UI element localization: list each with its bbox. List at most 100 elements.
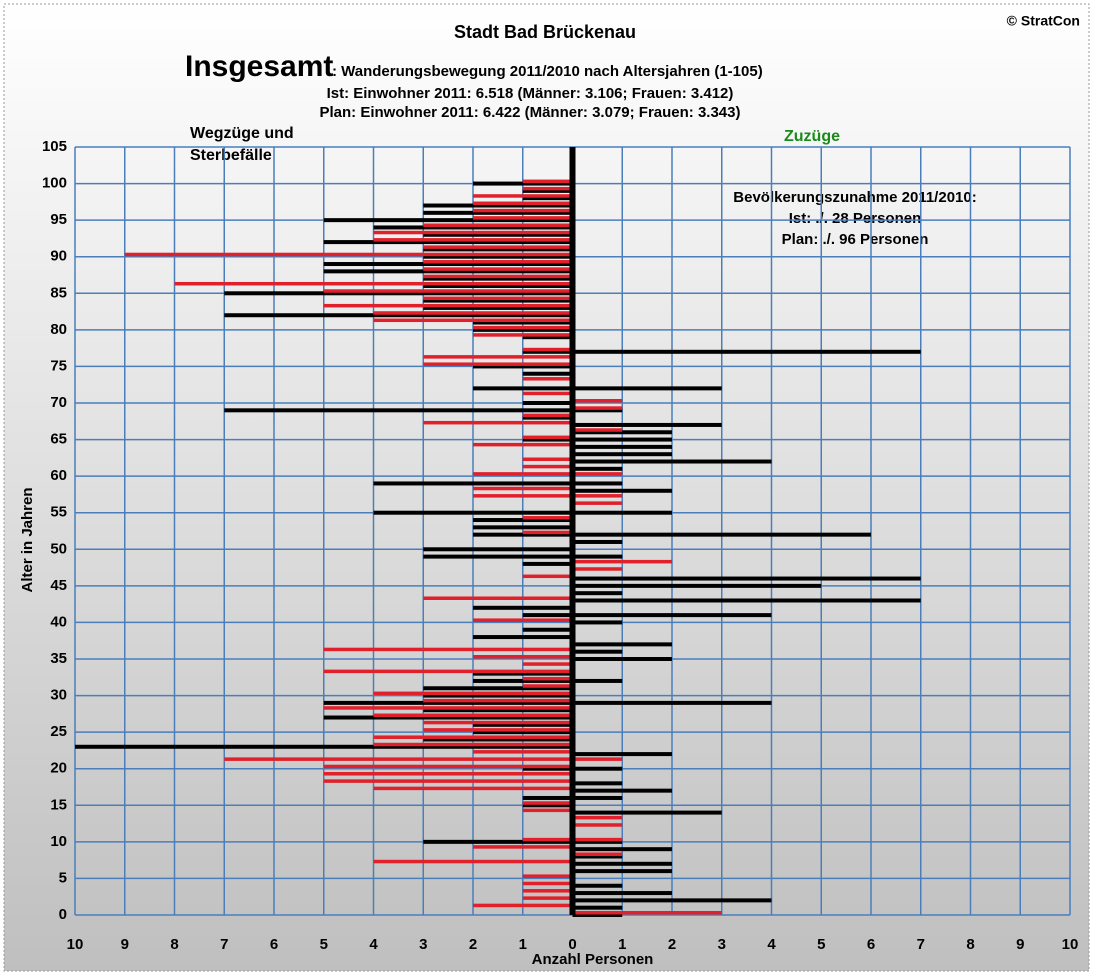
bar [423,245,573,249]
bar [572,510,672,515]
bar [373,311,573,315]
bar [572,854,623,859]
bar [572,598,921,603]
bar [473,364,573,369]
bar [572,488,672,493]
bar [572,349,921,354]
bar [473,635,573,640]
bar [473,442,573,447]
bar [473,655,573,659]
x-tick-label: 7 [220,936,228,953]
bar [473,181,573,186]
bar [572,620,623,625]
bar [522,613,573,618]
bar [522,415,573,420]
bar [423,686,573,691]
bar [75,744,573,749]
bar [373,510,573,515]
bar [572,700,772,705]
y-tick-label: 90 [50,248,67,265]
bar [373,859,573,864]
bar [572,399,623,403]
bar [572,810,722,815]
bar [373,318,573,323]
bar [473,194,573,198]
x-tick-label: 5 [817,936,825,953]
bar [522,795,573,800]
bar [522,574,573,579]
bar [423,296,573,301]
bar [323,240,573,245]
bar [572,559,672,564]
bar [522,889,573,893]
bar [572,567,623,571]
bar [473,671,573,676]
bar [522,371,573,376]
bar [423,283,573,288]
bar [572,642,672,647]
y-tick-label: 0 [59,906,67,923]
bar [522,349,573,354]
bar [423,276,573,281]
y-tick-label: 35 [50,650,67,667]
x-tick-label: 10 [67,936,84,953]
bar [522,627,573,632]
bar [423,298,573,303]
bar [572,911,722,915]
y-tick-label: 60 [50,467,67,484]
bar [522,377,573,381]
y-tick-label: 85 [50,284,67,301]
bar [373,742,573,747]
bar [572,883,623,888]
bar [572,466,623,471]
x-tick-label: 3 [718,936,726,953]
bar [423,737,573,742]
bar [224,408,573,413]
bar [572,501,623,505]
bar [522,801,573,805]
bar [473,618,573,622]
bar [572,788,672,793]
bar [323,289,573,293]
bar [423,210,573,215]
bar [423,274,573,279]
bar [323,779,573,783]
bar [373,786,573,791]
bar [423,728,573,732]
x-tick-label: 10 [1062,936,1079,953]
bar [522,676,573,681]
bar [473,678,573,683]
bar [572,913,623,917]
bar [572,815,623,820]
bar [572,452,672,457]
x-tick-label: 6 [270,936,278,953]
y-tick-label: 65 [50,431,67,448]
bar [373,230,573,235]
bar [572,757,623,761]
annotation: Zuzüge [784,128,840,145]
bar [323,772,573,776]
bar [522,196,573,201]
bar [473,730,573,735]
bar [572,852,623,856]
bar [423,223,573,227]
bar [572,847,672,852]
bar [522,401,573,405]
x-tick-label: 0 [568,936,576,953]
bar [572,583,822,588]
bar [423,596,573,600]
bar [423,254,573,259]
bar [522,464,573,469]
bar [572,649,623,654]
bar [522,530,573,535]
bar [423,839,573,844]
bar [522,766,573,771]
bar [522,874,573,878]
bar [323,669,573,674]
y-tick-label: 75 [50,357,67,374]
bar [473,518,573,523]
subtitle-line: Ist: Einwohner 2011: 6.518 (Männer: 3.10… [327,85,734,102]
bar [473,386,573,391]
bar [572,795,623,800]
